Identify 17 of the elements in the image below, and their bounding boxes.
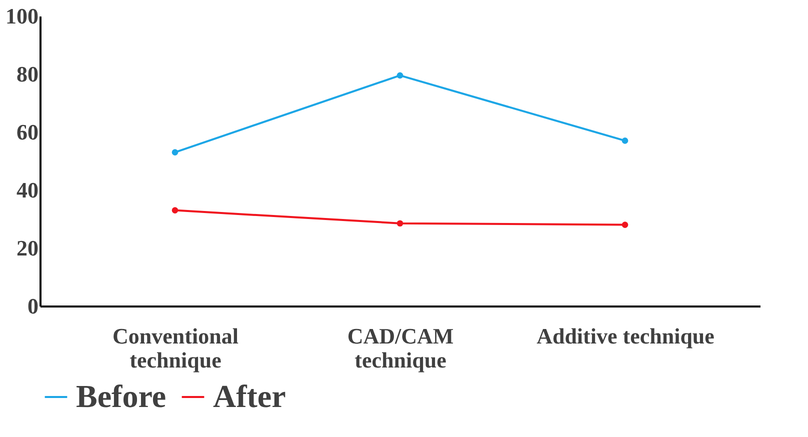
y-tick-label: 100 <box>6 4 38 28</box>
point <box>172 149 178 156</box>
legend-label: Before <box>76 378 166 414</box>
y-tick-label: 60 <box>16 120 38 144</box>
y-tick-label: 80 <box>16 62 38 86</box>
x-tick-label: Additive technique <box>536 324 715 348</box>
legend-label: After <box>213 378 286 414</box>
point <box>622 138 628 144</box>
x-tick-label: CAD/CAM technique <box>347 324 454 372</box>
point <box>396 72 404 79</box>
point <box>172 207 178 214</box>
y-tick-label: 0 <box>28 294 38 318</box>
point <box>622 222 628 228</box>
point <box>396 220 404 227</box>
y-tick-label: 20 <box>16 236 38 260</box>
x-tick-label: Conventional technique <box>112 324 238 372</box>
y-tick-label: 40 <box>16 178 38 202</box>
